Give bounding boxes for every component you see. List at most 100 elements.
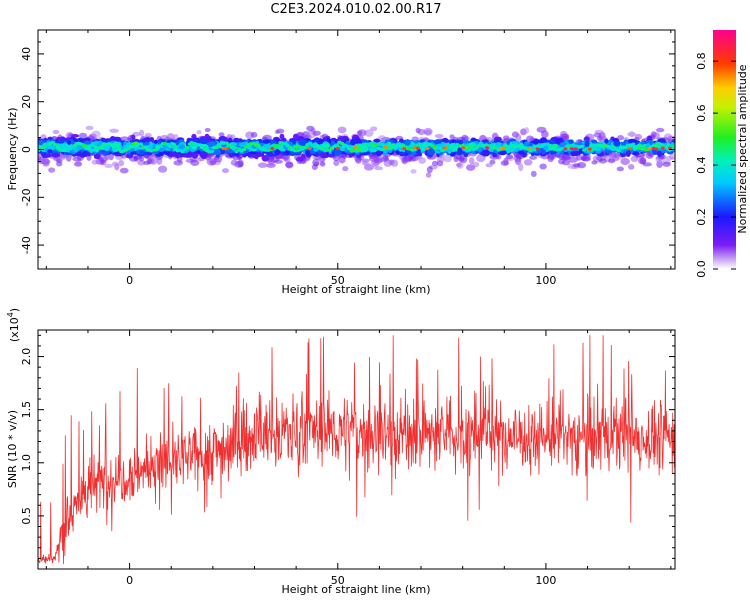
heatmap-cell bbox=[222, 146, 227, 150]
heatmap-cell bbox=[57, 154, 67, 161]
heatmap-cell bbox=[375, 150, 382, 157]
heatmap-cell bbox=[276, 128, 285, 134]
heatmap-cell bbox=[197, 143, 202, 147]
heatmap-cell bbox=[48, 167, 56, 173]
heatmap-cell bbox=[185, 158, 195, 163]
heatmap-cell bbox=[312, 158, 320, 167]
heatmap-cell bbox=[158, 144, 163, 148]
heatmap-cell bbox=[91, 130, 101, 139]
heatmap-cell bbox=[180, 149, 185, 154]
heatmap-cell bbox=[481, 149, 491, 157]
heatmap-cell bbox=[364, 129, 374, 137]
spectrogram-panel: 0 50 100 -40 -20 0 20 40 Height of straight lin… bbox=[6, 29, 676, 296]
heatmap-cell bbox=[561, 154, 569, 162]
heatmap-cell bbox=[485, 163, 493, 168]
heatmap-cell bbox=[93, 153, 101, 159]
heatmap-cell bbox=[660, 146, 665, 150]
heatmap-cell bbox=[333, 160, 340, 166]
heatmap-cell bbox=[133, 155, 143, 160]
heatmap-cell bbox=[91, 159, 99, 165]
heatmap-cell bbox=[523, 159, 533, 166]
heatmap-cell bbox=[137, 159, 146, 166]
y-tick-label: 20 bbox=[20, 95, 33, 109]
heatmap-cell bbox=[116, 147, 122, 151]
heatmap-cell bbox=[613, 140, 621, 147]
heatmap-cell bbox=[153, 139, 159, 144]
heatmap-cell bbox=[307, 146, 312, 150]
heatmap-cell bbox=[191, 152, 199, 159]
heatmap-cell bbox=[55, 145, 60, 149]
heatmap-cell bbox=[474, 146, 479, 150]
heatmap-cell bbox=[76, 144, 81, 152]
heatmap-cell bbox=[536, 126, 547, 133]
heatmap-cell bbox=[599, 158, 607, 164]
heatmap-cell bbox=[441, 137, 449, 144]
heatmap-cell bbox=[524, 141, 530, 146]
heatmap-cell bbox=[226, 143, 232, 147]
heatmap-cell bbox=[82, 143, 87, 148]
y-tick-label: 0 bbox=[20, 146, 33, 153]
heatmap-cell bbox=[525, 135, 535, 143]
heatmap-cell bbox=[83, 140, 92, 145]
heatmap-cell bbox=[426, 148, 436, 156]
heatmap-cell bbox=[52, 129, 60, 135]
heatmap-cell bbox=[196, 129, 202, 135]
heatmap-cell bbox=[38, 139, 44, 146]
heatmap-cell bbox=[443, 154, 452, 163]
heatmap-cell bbox=[109, 143, 114, 147]
heatmap-cell bbox=[302, 146, 308, 150]
heatmap-cell bbox=[231, 147, 237, 151]
heatmap-cell bbox=[138, 149, 144, 156]
heatmap-cell bbox=[85, 151, 91, 157]
x-tick-label: 0 bbox=[126, 574, 133, 587]
heatmap-cell bbox=[437, 146, 442, 150]
heatmap-cell bbox=[489, 143, 494, 147]
heatmap-cell bbox=[493, 146, 499, 150]
heatmap-cell bbox=[426, 166, 433, 174]
heatmap-cell bbox=[402, 147, 407, 151]
heatmap-cell bbox=[498, 150, 507, 156]
heatmap-cell bbox=[56, 139, 65, 144]
spectrogram-heatmap bbox=[38, 125, 675, 178]
figure-title: C2E3.2024.010.02.00.R17 bbox=[270, 2, 442, 17]
heatmap-cell bbox=[431, 160, 439, 167]
heatmap-cell bbox=[199, 139, 209, 145]
heatmap-cell bbox=[153, 148, 158, 152]
heatmap-cell bbox=[342, 166, 349, 172]
heatmap-cell bbox=[573, 163, 581, 168]
heatmap-cell bbox=[78, 132, 88, 139]
heatmap-cell bbox=[468, 142, 477, 148]
heatmap-cell bbox=[563, 147, 568, 151]
heatmap-cell bbox=[528, 147, 533, 151]
heatmap-cell bbox=[639, 156, 647, 165]
heatmap-cell bbox=[370, 126, 378, 132]
colorbar-tick-label: 0.0 bbox=[695, 260, 708, 278]
heatmap-cell bbox=[660, 143, 665, 147]
heatmap-cell bbox=[466, 164, 476, 171]
heatmap-cell bbox=[464, 146, 469, 150]
y-tick-label: 40 bbox=[20, 47, 33, 61]
heatmap-cell bbox=[656, 127, 665, 133]
heatmap-cell bbox=[120, 136, 130, 141]
heatmap-cell bbox=[119, 167, 129, 174]
heatmap-cell bbox=[39, 157, 49, 164]
colorbar: 0.0 0.2 0.4 0.6 0.8 Normalized spectral ampl… bbox=[695, 30, 749, 278]
heatmap-cell bbox=[67, 147, 73, 151]
heatmap-cell bbox=[518, 163, 524, 172]
heatmap-cell bbox=[305, 150, 311, 156]
snr-frame bbox=[37, 329, 676, 570]
heatmap-cell bbox=[109, 128, 120, 134]
heatmap-cell bbox=[539, 137, 548, 144]
heatmap-cell bbox=[250, 131, 258, 138]
heatmap-cell bbox=[468, 157, 475, 165]
heatmap-cell bbox=[495, 154, 502, 160]
heatmap-cell bbox=[75, 152, 83, 157]
heatmap-cell bbox=[495, 141, 502, 148]
heatmap-cell bbox=[100, 159, 107, 166]
heatmap-cell bbox=[628, 147, 633, 151]
heatmap-cell bbox=[433, 139, 442, 145]
heatmap-cell bbox=[476, 154, 486, 163]
heatmap-cell bbox=[248, 154, 258, 158]
heatmap-cell bbox=[319, 161, 326, 167]
